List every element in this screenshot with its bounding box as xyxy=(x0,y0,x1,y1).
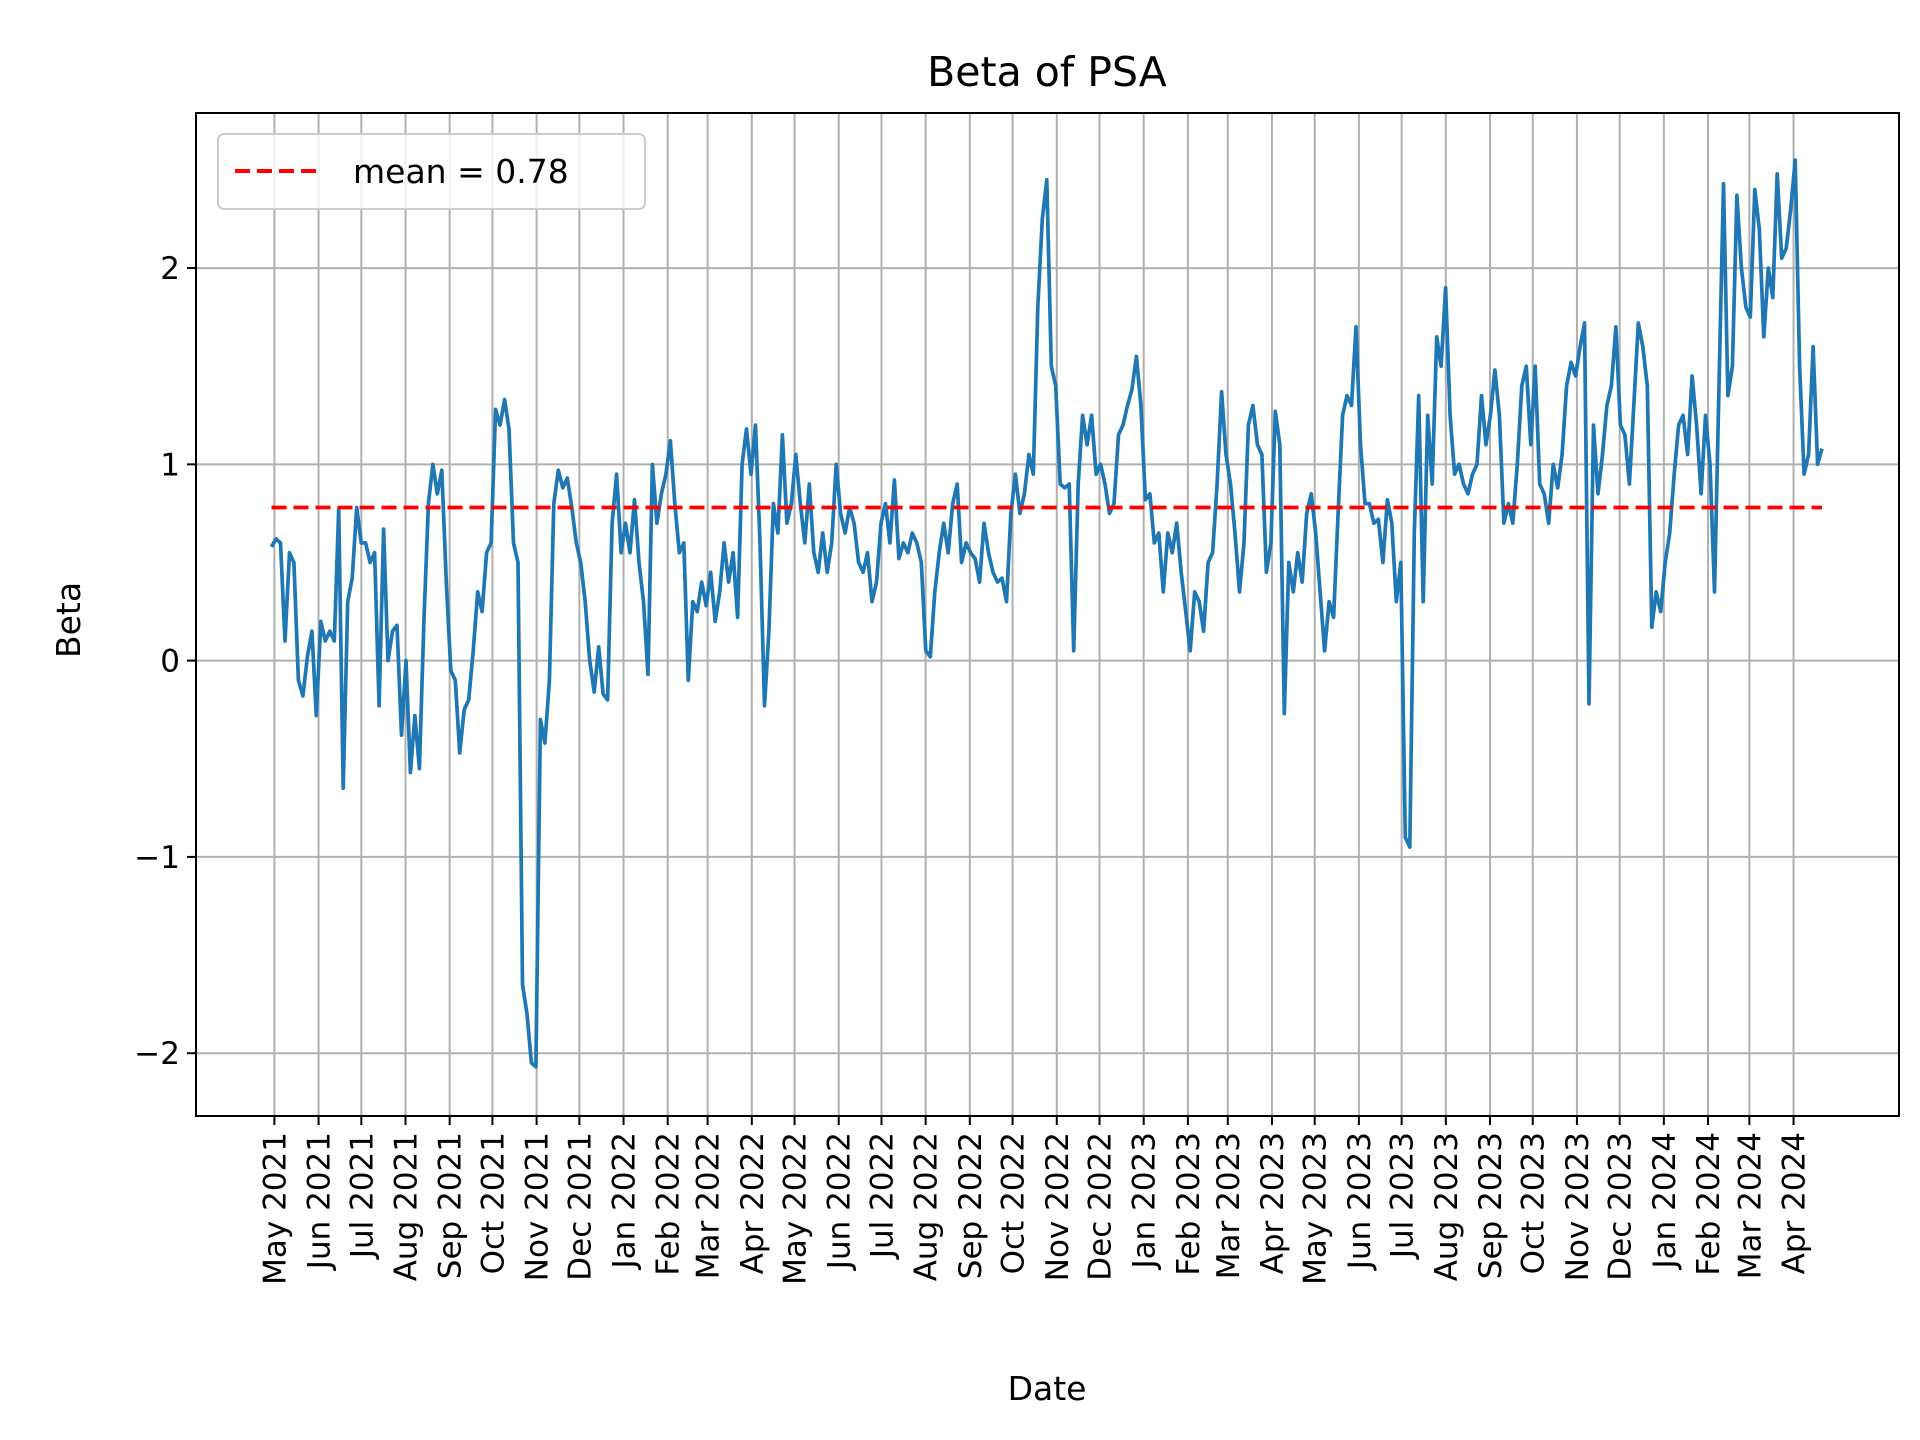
x-tick-label: Feb 2022 xyxy=(651,1132,687,1276)
x-tick-label: Dec 2023 xyxy=(1603,1132,1639,1281)
x-tick-label: Nov 2023 xyxy=(1560,1132,1596,1281)
legend-mean-label: mean = 0.78 xyxy=(353,152,569,191)
x-tick-label: May 2021 xyxy=(257,1132,293,1285)
x-tick-label: Sep 2023 xyxy=(1473,1132,1509,1279)
x-tick-label: Dec 2021 xyxy=(562,1132,598,1281)
x-axis: May 2021 Jun 2021 Jul 2021 Aug 2021 Sep 2021… xyxy=(257,1116,1813,1285)
x-tick-label: Feb 2024 xyxy=(1691,1132,1727,1276)
x-tick-label: Apr 2023 xyxy=(1255,1132,1291,1274)
x-tick-label: Mar 2023 xyxy=(1211,1132,1247,1279)
x-tick-label: Feb 2023 xyxy=(1171,1132,1207,1276)
legend: mean = 0.78 xyxy=(217,133,646,210)
x-tick-label: Oct 2022 xyxy=(996,1132,1032,1274)
x-tick-label: Aug 2021 xyxy=(388,1132,424,1281)
x-tick-label: Apr 2022 xyxy=(735,1132,771,1274)
x-axis-label: Date xyxy=(1008,1369,1087,1408)
beta-series-line xyxy=(269,158,1824,1069)
axes-frame xyxy=(195,112,1900,1117)
x-tick-label: May 2023 xyxy=(1298,1132,1334,1285)
x-tick-label: Oct 2021 xyxy=(475,1132,511,1274)
y-axis: −2 −1 0 1 2 xyxy=(134,251,196,1072)
x-tick-label: Jan 2023 xyxy=(1127,1132,1163,1271)
x-tick-label: Aug 2022 xyxy=(909,1132,945,1281)
x-tick-label: Mar 2024 xyxy=(1732,1132,1768,1279)
x-tick-label: May 2022 xyxy=(778,1132,814,1285)
y-tick-label: 2 xyxy=(160,251,180,287)
x-tick-label: Jun 2022 xyxy=(822,1132,858,1271)
x-tick-label: Sep 2021 xyxy=(433,1132,469,1279)
y-tick-label: −1 xyxy=(134,840,180,876)
x-tick-label: Jul 2021 xyxy=(344,1132,380,1260)
x-tick-label: Sep 2022 xyxy=(953,1132,989,1279)
x-tick-label: Jan 2024 xyxy=(1647,1132,1683,1271)
x-tick-label: Jun 2023 xyxy=(1342,1132,1378,1271)
x-tick-label: Jun 2021 xyxy=(302,1132,338,1271)
x-tick-label: Mar 2022 xyxy=(691,1132,727,1279)
x-tick-label: Jul 2023 xyxy=(1385,1132,1421,1260)
x-tick-label: Dec 2022 xyxy=(1083,1132,1119,1281)
x-tick-label: Nov 2021 xyxy=(520,1132,556,1281)
chart-title: Beta of PSA xyxy=(927,48,1167,96)
legend-box xyxy=(217,133,646,210)
y-tick-label: −2 xyxy=(134,1036,180,1072)
x-tick-label: Jan 2022 xyxy=(607,1132,643,1271)
y-tick-label: 1 xyxy=(160,447,180,483)
y-tick-label: 0 xyxy=(160,644,180,680)
x-tick-label: Jul 2022 xyxy=(864,1132,900,1260)
plot-area xyxy=(269,158,1824,1069)
x-tick-label: Nov 2022 xyxy=(1040,1132,1076,1281)
y-axis-label: Beta xyxy=(49,582,88,658)
x-tick-label: Aug 2023 xyxy=(1429,1132,1465,1281)
x-tick-label: Apr 2024 xyxy=(1777,1132,1813,1274)
x-tick-label: Oct 2023 xyxy=(1516,1132,1552,1274)
